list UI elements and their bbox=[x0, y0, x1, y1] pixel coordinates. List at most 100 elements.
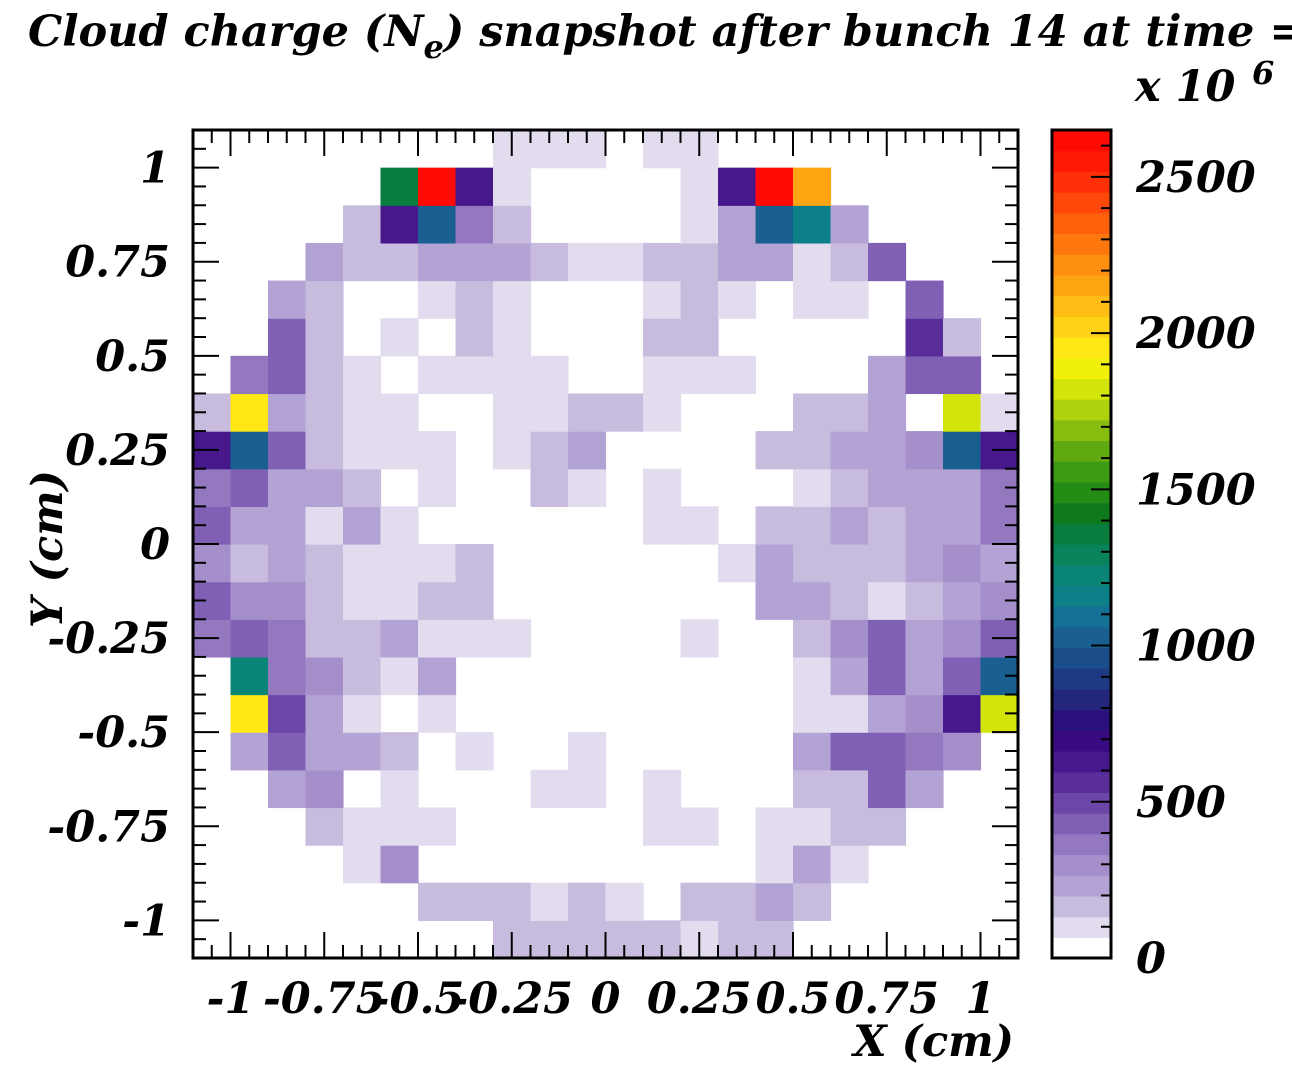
colorbar-swatch bbox=[1052, 295, 1111, 317]
heatmap-cell bbox=[868, 807, 907, 846]
heatmap-cell bbox=[793, 694, 832, 733]
heatmap-cell bbox=[455, 242, 494, 282]
heatmap-cell bbox=[380, 393, 419, 432]
heatmap-cell bbox=[268, 506, 307, 545]
heatmap-cell bbox=[268, 619, 307, 658]
colorbar-swatch bbox=[1052, 150, 1111, 172]
heatmap-cell bbox=[793, 619, 832, 658]
heatmap-cell bbox=[718, 242, 757, 282]
colorbar-tick-label: 2500 bbox=[1135, 153, 1256, 203]
colorbar-frame bbox=[1050, 128, 1113, 960]
heatmap-cell bbox=[943, 431, 982, 470]
heatmap-cell bbox=[305, 393, 344, 432]
colorbar-tick-label: 1000 bbox=[1136, 622, 1256, 672]
heatmap-cell bbox=[418, 807, 457, 846]
heatmap-cell bbox=[230, 581, 269, 620]
heatmap-cell bbox=[343, 619, 382, 658]
heatmap-cell bbox=[455, 167, 494, 206]
heatmap-cell bbox=[905, 355, 944, 395]
colorbar-swatch bbox=[1052, 233, 1111, 255]
heatmap-cell bbox=[343, 656, 382, 696]
colorbar-swatch bbox=[1052, 585, 1111, 607]
heatmap-cell bbox=[680, 807, 719, 846]
x-tick-label: -0.25 bbox=[450, 974, 573, 1024]
heatmap-cell bbox=[343, 544, 382, 583]
x-tick-label: -1 bbox=[207, 974, 255, 1024]
heatmap-cell bbox=[793, 807, 832, 846]
colorbar-swatch bbox=[1052, 171, 1111, 193]
heatmap-cell bbox=[680, 280, 719, 319]
heatmap-cell bbox=[830, 732, 869, 771]
heatmap-cell bbox=[643, 393, 682, 432]
heatmap-cell bbox=[380, 431, 419, 470]
heatmap-cell bbox=[830, 205, 869, 244]
heatmap-cell bbox=[305, 544, 344, 583]
heatmap-cell bbox=[380, 167, 419, 206]
heatmap-cell bbox=[380, 845, 419, 884]
colorbar-swatch bbox=[1052, 626, 1111, 649]
heatmap-cell bbox=[418, 355, 457, 395]
heatmap-cell bbox=[943, 694, 982, 733]
heatmap-cell bbox=[493, 619, 532, 658]
heatmap-cell bbox=[455, 205, 494, 244]
heatmap-cell bbox=[230, 393, 269, 432]
heatmap-cell bbox=[455, 581, 494, 620]
heatmap-cell bbox=[230, 506, 269, 545]
x-tick-label: -0.75 bbox=[263, 974, 386, 1024]
heatmap-cell bbox=[718, 544, 757, 583]
heatmap-cell bbox=[568, 393, 607, 432]
colorbar-swatch bbox=[1052, 419, 1111, 442]
heatmap-cell bbox=[793, 506, 832, 545]
heatmap-cell bbox=[680, 619, 719, 658]
heatmap-cell bbox=[793, 393, 832, 432]
heatmap-cell bbox=[568, 431, 607, 470]
heatmap-cell bbox=[905, 581, 944, 620]
heatmap-cell bbox=[418, 619, 457, 658]
heatmap-cell bbox=[268, 280, 307, 319]
colorbar-tick-label: 0 bbox=[1136, 934, 1166, 984]
colorbar-swatch bbox=[1052, 688, 1111, 711]
heatmap-cell bbox=[793, 280, 832, 319]
heatmap-cell bbox=[380, 581, 419, 620]
heatmap-cell bbox=[905, 506, 944, 545]
chart-title: Cloud charge (Ne) snapshot after bunch 1… bbox=[28, 7, 1292, 66]
heatmap-cell bbox=[905, 280, 944, 319]
heatmap-cell bbox=[943, 468, 982, 507]
colorbar-swatch bbox=[1052, 212, 1111, 235]
heatmap-cell bbox=[605, 242, 644, 282]
heatmap-cell bbox=[230, 544, 269, 583]
heatmap-cell bbox=[718, 280, 757, 319]
heatmap-cell bbox=[905, 769, 944, 809]
colorbar-swatch bbox=[1052, 316, 1111, 338]
heatmap-cell bbox=[793, 205, 832, 244]
heatmap-cell bbox=[343, 468, 382, 507]
heatmap-cell bbox=[305, 581, 344, 620]
heatmap-cell bbox=[680, 167, 719, 206]
heatmap-cell bbox=[793, 468, 832, 507]
heatmap-cell bbox=[643, 280, 682, 319]
colorbar-swatch bbox=[1052, 937, 1111, 959]
heatmap-cell bbox=[568, 769, 607, 809]
heatmap-cell bbox=[493, 205, 532, 244]
heatmap-cell bbox=[343, 694, 382, 733]
heatmap-cell bbox=[343, 581, 382, 620]
heatmap-cell bbox=[868, 506, 907, 545]
heatmap-cell bbox=[455, 544, 494, 583]
heatmap-cell bbox=[343, 845, 382, 884]
heatmap-cell bbox=[455, 355, 494, 395]
heatmap-cell bbox=[380, 769, 419, 809]
heatmap-cell bbox=[830, 619, 869, 658]
heatmap-cell bbox=[830, 694, 869, 733]
colorbar-multiplier-exponent: 6 bbox=[1252, 54, 1274, 92]
heatmap-cell bbox=[755, 431, 794, 470]
heatmap-cell bbox=[755, 205, 794, 244]
heatmap-cell bbox=[793, 769, 832, 809]
heatmap-cell bbox=[455, 318, 494, 357]
heatmap-cell bbox=[943, 544, 982, 583]
heatmap-cell bbox=[455, 732, 494, 771]
colorbar-swatch bbox=[1052, 564, 1111, 586]
heatmap-cell bbox=[830, 431, 869, 470]
axis-ticks bbox=[192, 129, 1019, 959]
heatmap-cell bbox=[305, 694, 344, 733]
heatmap-cell bbox=[830, 280, 869, 319]
